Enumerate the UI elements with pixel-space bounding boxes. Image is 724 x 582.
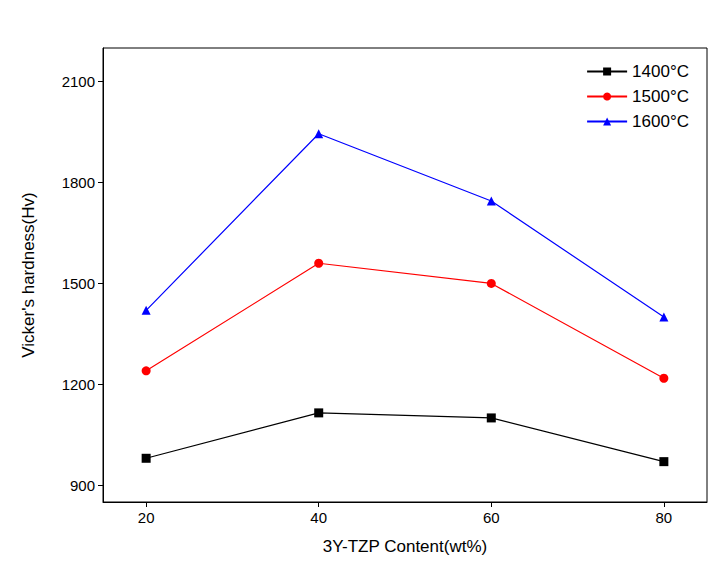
svg-text:900: 900 <box>70 477 95 494</box>
svg-text:60: 60 <box>483 509 500 526</box>
svg-text:1500°C: 1500°C <box>632 87 689 106</box>
svg-text:1400°C: 1400°C <box>632 62 689 81</box>
svg-text:1500: 1500 <box>62 275 95 292</box>
svg-text:20: 20 <box>138 509 155 526</box>
svg-text:1800: 1800 <box>62 174 95 191</box>
svg-text:1200: 1200 <box>62 376 95 393</box>
svg-text:Vicker's hardness(Hv): Vicker's hardness(Hv) <box>19 192 38 357</box>
svg-text:40: 40 <box>310 509 327 526</box>
svg-text:80: 80 <box>656 509 673 526</box>
svg-text:1600°C: 1600°C <box>632 112 689 131</box>
svg-text:3Y-TZP Content(wt%): 3Y-TZP Content(wt%) <box>323 537 487 556</box>
svg-text:2100: 2100 <box>62 73 95 90</box>
